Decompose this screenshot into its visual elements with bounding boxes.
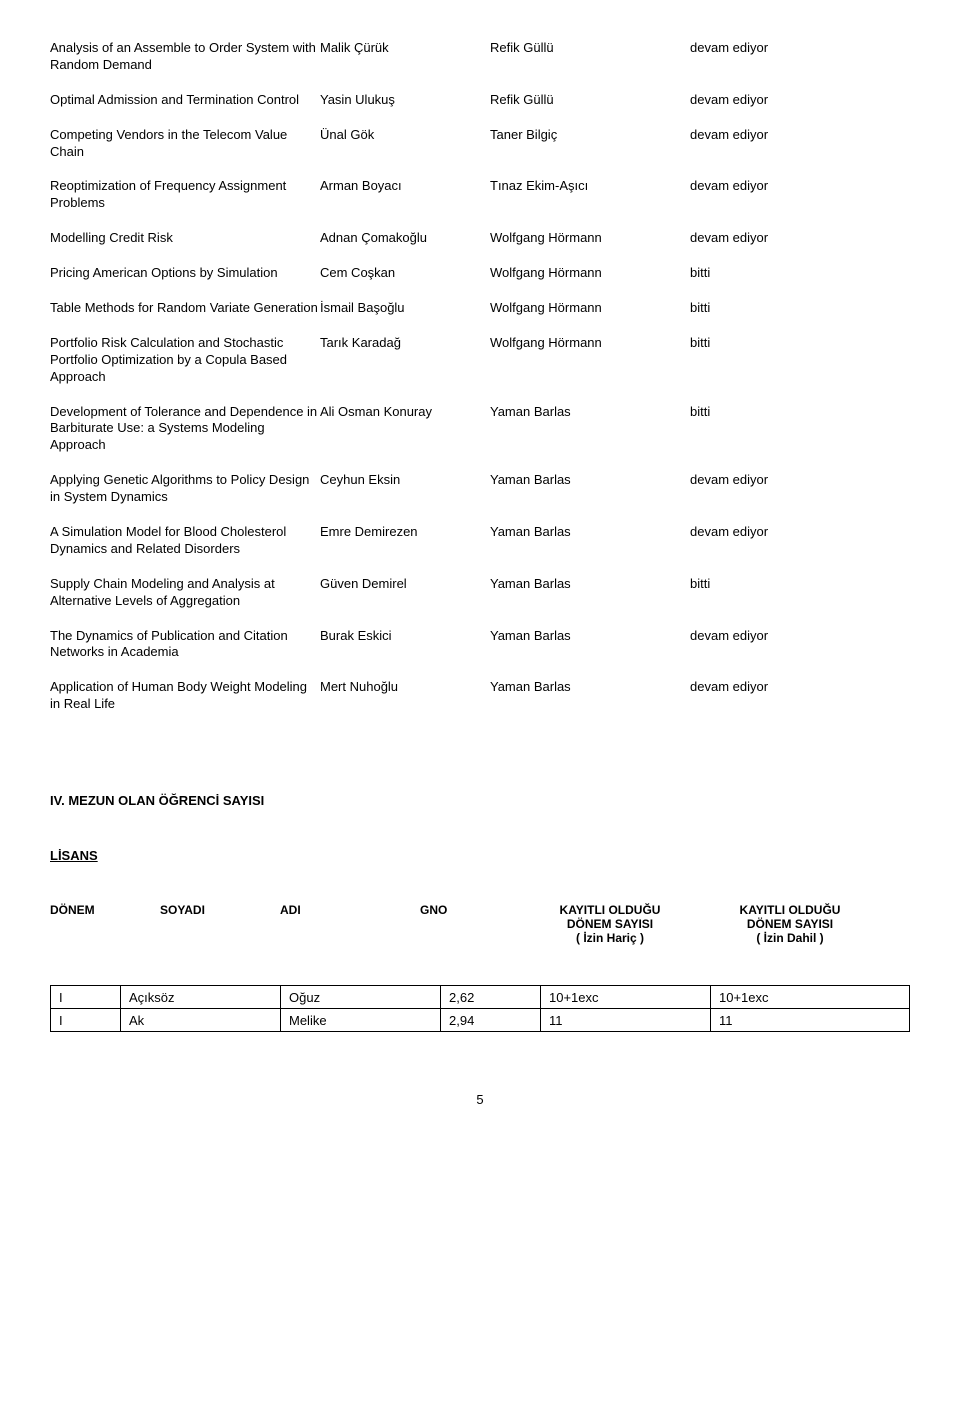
thesis-status: devam ediyor [690, 40, 910, 74]
thesis-status: bitti [690, 335, 910, 386]
thesis-status: devam ediyor [690, 92, 910, 109]
thesis-student: Ali Osman Konuray [320, 404, 490, 455]
header-gno: GNO [420, 903, 520, 945]
lisans-heading: LİSANS [50, 848, 910, 863]
thesis-status: devam ediyor [690, 472, 910, 506]
thesis-student: İsmail Başoğlu [320, 300, 490, 317]
cell-donem: I [51, 1009, 121, 1032]
thesis-title: A Simulation Model for Blood Cholesterol… [50, 524, 320, 558]
thesis-status: devam ediyor [690, 524, 910, 558]
page-number: 5 [50, 1092, 910, 1107]
cell-adi: Melike [281, 1009, 441, 1032]
thesis-student: Emre Demirezen [320, 524, 490, 558]
thesis-student: Güven Demirel [320, 576, 490, 610]
header-adi: ADI [280, 903, 420, 945]
thesis-advisor: Yaman Barlas [490, 472, 690, 506]
thesis-row: Table Methods for Random Variate Generat… [50, 300, 910, 317]
thesis-advisor: Wolfgang Hörmann [490, 265, 690, 282]
thesis-status: devam ediyor [690, 230, 910, 247]
thesis-row: Development of Tolerance and Dependence … [50, 404, 910, 455]
thesis-status: bitti [690, 576, 910, 610]
thesis-advisor: Wolfgang Hörmann [490, 335, 690, 386]
thesis-student: Ceyhun Eksin [320, 472, 490, 506]
thesis-status: bitti [690, 300, 910, 317]
thesis-status: devam ediyor [690, 178, 910, 212]
thesis-advisor: Wolfgang Hörmann [490, 230, 690, 247]
thesis-advisor: Tınaz Ekim-Aşıcı [490, 178, 690, 212]
thesis-title: Modelling Credit Risk [50, 230, 320, 247]
thesis-advisor: Yaman Barlas [490, 404, 690, 455]
table-row: IAçıksözOğuz2,6210+1exc10+1exc [51, 986, 910, 1009]
thesis-row: Analysis of an Assemble to Order System … [50, 40, 910, 74]
student-table-header: DÖNEM SOYADI ADI GNO KAYITLI OLDUĞU DÖNE… [50, 903, 910, 945]
header-soyadi: SOYADI [160, 903, 280, 945]
thesis-student: Burak Eskici [320, 628, 490, 662]
thesis-title: Portfolio Risk Calculation and Stochasti… [50, 335, 320, 386]
thesis-title: Reoptimization of Frequency Assignment P… [50, 178, 320, 212]
thesis-row: Applying Genetic Algorithms to Policy De… [50, 472, 910, 506]
thesis-student: Mert Nuhoğlu [320, 679, 490, 713]
thesis-status: devam ediyor [690, 127, 910, 161]
header-donem: DÖNEM [50, 903, 160, 945]
thesis-row: Reoptimization of Frequency Assignment P… [50, 178, 910, 212]
thesis-advisor: Taner Bilgiç [490, 127, 690, 161]
thesis-status: bitti [690, 404, 910, 455]
cell-donem: I [51, 986, 121, 1009]
thesis-advisor: Refik Güllü [490, 40, 690, 74]
thesis-advisor: Yaman Barlas [490, 576, 690, 610]
thesis-advisor: Wolfgang Hörmann [490, 300, 690, 317]
thesis-student: Cem Coşkan [320, 265, 490, 282]
thesis-row: Pricing American Options by SimulationCe… [50, 265, 910, 282]
cell-soyadi: Açıksöz [121, 986, 281, 1009]
thesis-student: Adnan Çomakoğlu [320, 230, 490, 247]
cell-haric: 11 [541, 1009, 711, 1032]
thesis-row: Application of Human Body Weight Modelin… [50, 679, 910, 713]
cell-haric: 10+1exc [541, 986, 711, 1009]
thesis-title: The Dynamics of Publication and Citation… [50, 628, 320, 662]
thesis-row: Supply Chain Modeling and Analysis at Al… [50, 576, 910, 610]
thesis-status: bitti [690, 265, 910, 282]
thesis-title: Analysis of an Assemble to Order System … [50, 40, 320, 74]
thesis-student: Yasin Ulukuş [320, 92, 490, 109]
section-iv-heading: IV. MEZUN OLAN ÖĞRENCİ SAYISI [50, 793, 910, 808]
thesis-advisor: Yaman Barlas [490, 524, 690, 558]
thesis-student: Malik Çürük [320, 40, 490, 74]
thesis-list: Analysis of an Assemble to Order System … [50, 40, 910, 713]
thesis-status: devam ediyor [690, 628, 910, 662]
thesis-advisor: Refik Güllü [490, 92, 690, 109]
thesis-title: Table Methods for Random Variate Generat… [50, 300, 320, 317]
thesis-title: Applying Genetic Algorithms to Policy De… [50, 472, 320, 506]
cell-soyadi: Ak [121, 1009, 281, 1032]
thesis-title: Supply Chain Modeling and Analysis at Al… [50, 576, 320, 610]
thesis-row: Optimal Admission and Termination Contro… [50, 92, 910, 109]
thesis-row: The Dynamics of Publication and Citation… [50, 628, 910, 662]
thesis-title: Pricing American Options by Simulation [50, 265, 320, 282]
header-izin-dahil: KAYITLI OLDUĞU DÖNEM SAYISI ( İzin Dahil… [700, 903, 880, 945]
thesis-title: Application of Human Body Weight Modelin… [50, 679, 320, 713]
thesis-row: Portfolio Risk Calculation and Stochasti… [50, 335, 910, 386]
thesis-student: Ünal Gök [320, 127, 490, 161]
cell-dahil: 10+1exc [711, 986, 910, 1009]
thesis-advisor: Yaman Barlas [490, 679, 690, 713]
cell-gno: 2,94 [441, 1009, 541, 1032]
header-izin-haric: KAYITLI OLDUĞU DÖNEM SAYISI ( İzin Hariç… [520, 903, 700, 945]
thesis-student: Tarık Karadağ [320, 335, 490, 386]
cell-dahil: 11 [711, 1009, 910, 1032]
table-row: IAkMelike2,941111 [51, 1009, 910, 1032]
thesis-row: Competing Vendors in the Telecom Value C… [50, 127, 910, 161]
cell-gno: 2,62 [441, 986, 541, 1009]
thesis-title: Development of Tolerance and Dependence … [50, 404, 320, 455]
thesis-title: Competing Vendors in the Telecom Value C… [50, 127, 320, 161]
thesis-student: Arman Boyacı [320, 178, 490, 212]
thesis-row: Modelling Credit RiskAdnan ÇomakoğluWolf… [50, 230, 910, 247]
student-table: IAçıksözOğuz2,6210+1exc10+1excIAkMelike2… [50, 985, 910, 1032]
thesis-title: Optimal Admission and Termination Contro… [50, 92, 320, 109]
thesis-row: A Simulation Model for Blood Cholesterol… [50, 524, 910, 558]
thesis-advisor: Yaman Barlas [490, 628, 690, 662]
thesis-status: devam ediyor [690, 679, 910, 713]
cell-adi: Oğuz [281, 986, 441, 1009]
